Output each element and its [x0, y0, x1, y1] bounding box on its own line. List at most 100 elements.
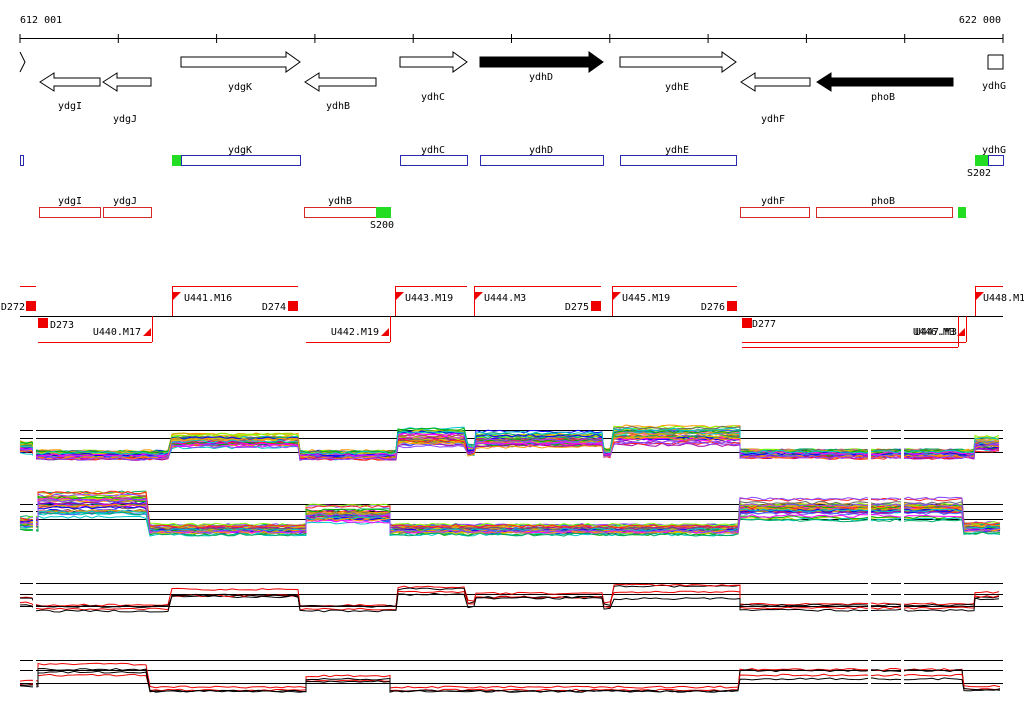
gene-ydgJ[interactable]: ydgJ [102, 72, 152, 125]
summary-panel-minus [19, 660, 1003, 693]
tu-label[interactable]: U440.M17 [93, 327, 141, 338]
minus-gene-box[interactable] [103, 207, 152, 218]
tu-start-flag [475, 292, 483, 300]
gene-ydgI[interactable]: ydgI [39, 72, 101, 112]
tu-plus-lines [20, 286, 1003, 316]
tu-start-flag [613, 292, 621, 300]
minus-gene-label: phoB [871, 196, 895, 207]
summary-panel-plus [19, 583, 1003, 613]
terminator-marker[interactable] [26, 301, 36, 311]
plus-gene-box[interactable] [20, 155, 24, 166]
expression-trace [19, 496, 1001, 528]
expression-trace [19, 490, 1001, 529]
terminator-marker[interactable] [288, 301, 298, 311]
tu-start-flag [396, 292, 404, 300]
expression-panel-plus [19, 424, 1003, 461]
sigma-site-marker[interactable] [376, 207, 391, 218]
sigma-site-label: S200 [370, 220, 394, 231]
missing-data-gap [33, 420, 36, 700]
expression-trace [19, 496, 1001, 527]
gene-arrow [39, 72, 101, 92]
sigma-site-marker[interactable] [958, 207, 966, 218]
summary-trace [19, 669, 1001, 693]
plus-gene-box[interactable] [988, 155, 1004, 166]
partial-gene-arrow [19, 51, 26, 73]
tu-start-flag [976, 292, 984, 300]
gene-arrow [304, 72, 377, 92]
gene-arrow [180, 51, 301, 73]
gene-label: ydgK [228, 82, 252, 93]
gene-arrow [619, 51, 737, 73]
summary-trace [19, 592, 1000, 613]
gene-label: phoB [871, 92, 895, 103]
gene-arrow [479, 51, 604, 73]
expression-trace [19, 427, 1000, 455]
terminator-marker[interactable] [742, 318, 752, 328]
expression-panel-minus [19, 490, 1003, 537]
terminator-label: D273 [50, 320, 74, 331]
gene-ydhD[interactable]: ydhD [479, 51, 604, 83]
minus-gene-label: ydhF [761, 196, 785, 207]
plus-strand-track: ydgK ydhC ydhD ydhE ydhG S202 [20, 145, 1006, 179]
tu-label[interactable]: U441.M16 [184, 293, 232, 304]
terminator-label: D272 [1, 302, 25, 313]
sigma-site-marker[interactable] [975, 155, 988, 166]
expression-trace [19, 432, 1000, 457]
terminator-marker[interactable] [591, 301, 601, 311]
minus-gene-box[interactable] [304, 207, 377, 218]
tu-label[interactable]: U448.M1 [983, 293, 1024, 304]
tu-start-flag [173, 292, 181, 300]
gene-ydhB[interactable]: ydhB [304, 72, 377, 112]
tu-label[interactable]: U446.M3 [913, 327, 955, 338]
tu-label[interactable]: U445.M19 [622, 293, 670, 304]
gene-ydgK[interactable]: ydgK [180, 51, 301, 93]
gene-arrow [987, 54, 1004, 70]
plus-gene-label: ydhE [665, 145, 689, 156]
gene-label: ydhB [326, 101, 350, 112]
plus-gene-label: ydhG [982, 145, 1006, 156]
terminator-label: D274 [262, 302, 286, 313]
minus-gene-box[interactable] [39, 207, 101, 218]
plus-gene-box[interactable] [620, 155, 737, 166]
expression-trace [19, 503, 1001, 534]
gene-ydhG[interactable]: ydhG [982, 54, 1006, 92]
minus-gene-label: ydgJ [113, 196, 137, 207]
terminator-marker[interactable] [727, 301, 737, 311]
gene-arrow [399, 51, 468, 73]
summary-trace [19, 585, 1000, 607]
minus-strand-track: ydgI ydgJ ydhB S200 ydhF phoB [39, 196, 966, 231]
gene-ydhE[interactable]: ydhE [619, 51, 737, 93]
missing-data-gap [901, 420, 904, 700]
terminator-label: D275 [565, 302, 589, 313]
gene-label: ydgJ [113, 114, 137, 125]
tu-label[interactable]: U444.M3 [484, 293, 526, 304]
terminator-label: D276 [701, 302, 725, 313]
plus-gene-label: ydgK [228, 145, 252, 156]
plus-gene-label: ydhC [421, 145, 445, 156]
tu-start-flag [957, 328, 965, 336]
gene-label: ydhG [982, 81, 1006, 92]
gene-ydhC[interactable]: ydhC [399, 51, 468, 103]
gene-arrow [102, 72, 152, 92]
minus-gene-box[interactable] [740, 207, 810, 218]
minus-gene-box[interactable] [816, 207, 953, 218]
gene-phoB[interactable]: phoB [816, 72, 954, 103]
expression-trace [19, 436, 1000, 461]
summary-trace [19, 667, 1001, 693]
transcription-unit-track: U441.M16 U443.M19 U444.M3 U445.M19 U448.… [1, 286, 1024, 348]
gene-annotation-track: ydgI ydgJ ydgK ydhB ydhC ydhD ydhE ydhF [19, 51, 1006, 125]
tu-label[interactable]: U447.M3 [915, 327, 957, 338]
tu-label[interactable]: U442.M19 [331, 327, 379, 338]
plus-gene-box[interactable] [400, 155, 468, 166]
gene-ydhF[interactable]: ydhF [740, 72, 811, 125]
terminator-marker[interactable] [38, 318, 48, 328]
tu-start-flag [381, 328, 389, 336]
plus-gene-box[interactable] [181, 155, 301, 166]
ruler-start-label: 612 001 [20, 15, 62, 26]
gene-arrow [816, 72, 954, 92]
plus-gene-box[interactable] [480, 155, 604, 166]
sigma-site-marker[interactable] [172, 155, 181, 166]
tu-label[interactable]: U443.M19 [405, 293, 453, 304]
expression-trace [19, 438, 1000, 461]
expression-trace [19, 508, 1001, 532]
